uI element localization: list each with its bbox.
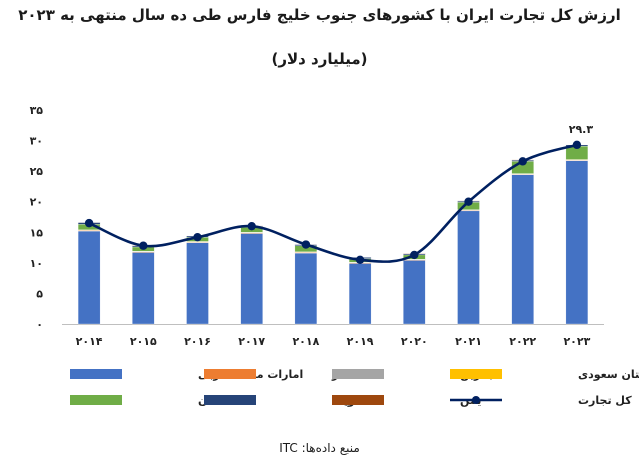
x-tick-label: ۲۰۱۸ [292, 335, 319, 348]
legend-swatch [332, 395, 384, 405]
bar-segment [403, 260, 426, 325]
x-tick-label: ۲۰۱۶ [184, 335, 211, 348]
legend-label: کل تجارت [578, 394, 632, 407]
total-trade-point [572, 140, 582, 150]
x-tick-label: ۲۰۱۴ [76, 335, 103, 348]
data-label: ۲۹.۳ [569, 123, 594, 136]
x-tick-label: ۲۰۲۱ [455, 335, 482, 348]
x-tick-label: ۲۰۲۲ [509, 335, 536, 348]
x-tick-label: ۲۰۲۰ [401, 335, 428, 348]
bar-segment [186, 242, 209, 325]
legend-marker [472, 396, 480, 404]
legend-swatch [450, 369, 502, 379]
bar-segment [240, 233, 263, 325]
bar-segment [294, 252, 318, 325]
legend-swatch [332, 369, 384, 379]
total-trade-line [88, 143, 578, 263]
y-tick-label: ۱۵ [30, 226, 44, 239]
chart-title: ارزش کل تجارت ایران با کشورهای جنوب خلیج… [18, 6, 621, 24]
legend-swatch [204, 369, 256, 379]
total-trade-point [301, 240, 311, 249]
total-trade-point [410, 250, 419, 260]
total-trade-point [193, 232, 202, 242]
total-trade-point [139, 241, 148, 250]
bar-segment [511, 174, 534, 325]
total-trade-point [355, 255, 365, 264]
y-tick-label: ۲۰ [30, 196, 43, 209]
legend-swatch [70, 395, 122, 405]
x-tick-label: ۲۰۱۷ [238, 335, 265, 348]
total-trade-point [247, 221, 256, 231]
bar-segment [77, 230, 101, 325]
bar-segment [457, 210, 480, 325]
bar-segment [348, 263, 372, 325]
x-tick-label: ۲۰۱۹ [347, 335, 374, 348]
y-tick-label: ۲۵ [30, 165, 44, 178]
y-tick-label: ۱۰ [30, 257, 43, 270]
source-note: منبع داده‌ها: ITC [279, 441, 360, 455]
total-trade-point [518, 157, 527, 166]
legend-swatch [204, 395, 256, 405]
total-trade-point [84, 218, 94, 228]
y-tick-label: ۳۰ [30, 135, 43, 148]
legend-swatch [70, 369, 122, 379]
x-tick-label: ۲۰۱۵ [130, 335, 157, 348]
bar-segment [132, 252, 155, 325]
total-trade-point [464, 197, 473, 206]
y-tick-label: ۵ [36, 287, 43, 300]
legend-label: عربستان سعودی [578, 368, 639, 381]
y-tick-label: ۰ [36, 318, 43, 331]
y-tick-label: ۳۵ [30, 104, 44, 117]
x-tick-label: ۲۰۲۳ [563, 335, 590, 348]
bar-segment [565, 160, 589, 325]
chart-subtitle: (میلیارد دلار) [271, 50, 368, 68]
